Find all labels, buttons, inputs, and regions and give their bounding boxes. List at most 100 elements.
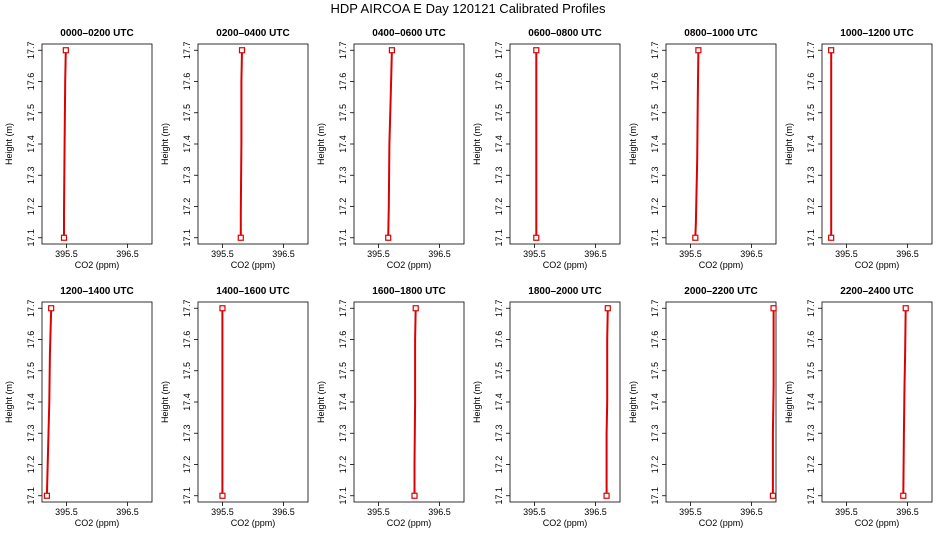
y-tick-label: 17.4	[650, 393, 660, 411]
plot-frame	[509, 301, 621, 503]
y-tick-label: 17.3	[338, 424, 348, 442]
profile-endpoint-marker	[828, 47, 835, 54]
y-tick-label: 17.1	[182, 229, 192, 247]
profile-endpoint-marker	[695, 47, 702, 54]
profile-endpoint-marker	[219, 305, 226, 312]
y-tick-label: 17.6	[338, 331, 348, 349]
y-tick-label: 17.7	[806, 41, 816, 59]
y-tick-label: 17.1	[338, 487, 348, 505]
y-tick-label: 17.4	[338, 135, 348, 153]
y-tick-label: 17.7	[650, 299, 660, 317]
y-tick-label: 17.2	[650, 456, 660, 474]
x-axis-label: CO2 (ppm)	[387, 260, 432, 270]
x-tick-label: 395.5	[679, 507, 702, 517]
profile-endpoint-marker	[769, 492, 777, 499]
x-tick-label: 395.5	[211, 249, 234, 259]
profile-endpoint-marker	[238, 47, 246, 54]
y-tick-label: 17.5	[338, 362, 348, 380]
x-tick-label: 396.5	[116, 249, 139, 259]
panel-title: 2000–2200 UTC	[684, 286, 757, 297]
y-tick-label: 17.4	[182, 135, 192, 153]
y-axis-label: Height (m)	[784, 123, 794, 165]
profile-endpoint-marker	[828, 234, 835, 241]
plot-frame	[197, 43, 309, 245]
panel-title: 2200–2400 UTC	[840, 286, 913, 297]
x-tick-label: 396.5	[896, 249, 919, 259]
y-tick-label: 17.1	[806, 229, 816, 247]
plot-frame	[41, 43, 153, 245]
panel-title: 0200–0400 UTC	[216, 28, 289, 39]
x-tick-label: 395.5	[55, 507, 78, 517]
plot-frame	[197, 301, 309, 503]
y-tick-label: 17.7	[338, 41, 348, 59]
y-tick-label: 17.1	[338, 229, 348, 247]
y-axis-label: Height (m)	[4, 381, 14, 423]
figure-title: HDP AIRCOA E Day 120121 Calibrated Profi…	[330, 1, 606, 16]
x-tick-label: 395.5	[835, 249, 858, 259]
y-tick-label: 17.4	[26, 393, 36, 411]
y-tick-label: 17.7	[182, 41, 192, 59]
profile-line	[387, 50, 393, 238]
profile-endpoint-marker	[533, 234, 540, 241]
y-axis-label: Height (m)	[472, 123, 482, 165]
panel-title: 1400–1600 UTC	[216, 286, 289, 297]
y-tick-label: 17.4	[494, 393, 504, 411]
profile-endpoint-marker	[603, 492, 610, 499]
y-tick-label: 17.4	[806, 393, 816, 411]
plot-frame	[665, 43, 777, 245]
x-tick-label: 395.5	[55, 249, 78, 259]
y-tick-label: 17.5	[494, 104, 504, 122]
panel-title: 1600–1800 UTC	[372, 286, 445, 297]
profile-endpoint-marker	[770, 305, 777, 312]
x-tick-label: 396.5	[116, 507, 139, 517]
y-tick-label: 17.7	[494, 41, 504, 59]
x-tick-label: 396.5	[896, 507, 919, 517]
y-axis-label: Height (m)	[628, 381, 638, 423]
y-tick-label: 17.2	[494, 456, 504, 474]
y-tick-label: 17.5	[182, 104, 192, 122]
y-tick-label: 17.5	[182, 362, 192, 380]
y-tick-label: 17.6	[650, 331, 660, 349]
y-tick-label: 17.3	[806, 424, 816, 442]
profile-line	[694, 50, 700, 238]
panel-title: 1000–1200 UTC	[840, 28, 913, 39]
profile-endpoint-marker	[237, 234, 244, 241]
y-tick-label: 17.4	[26, 135, 36, 153]
profile-endpoint-marker	[900, 492, 907, 499]
x-tick-label: 395.5	[679, 249, 702, 259]
x-tick-label: 395.5	[523, 249, 546, 259]
y-tick-label: 17.4	[338, 393, 348, 411]
x-axis-label: CO2 (ppm)	[699, 518, 744, 528]
y-tick-label: 17.7	[338, 299, 348, 317]
y-tick-label: 17.6	[494, 73, 504, 91]
y-axis-label: Height (m)	[316, 381, 326, 423]
plot-frame	[41, 301, 153, 503]
y-tick-label: 17.2	[26, 456, 36, 474]
y-axis-label: Height (m)	[784, 381, 794, 423]
x-tick-label: 396.5	[584, 507, 607, 517]
y-tick-label: 17.2	[494, 198, 504, 216]
y-tick-label: 17.7	[182, 299, 192, 317]
y-tick-label: 17.2	[182, 456, 192, 474]
x-tick-label: 396.5	[740, 249, 763, 259]
y-tick-label: 17.1	[494, 487, 504, 505]
y-tick-label: 17.1	[806, 487, 816, 505]
profile-line	[413, 308, 417, 496]
y-tick-label: 17.7	[26, 41, 36, 59]
y-tick-label: 17.2	[650, 198, 660, 216]
y-tick-label: 17.2	[806, 198, 816, 216]
y-tick-label: 17.5	[494, 362, 504, 380]
y-axis-label: Height (m)	[472, 381, 482, 423]
y-tick-label: 17.3	[650, 166, 660, 184]
y-tick-label: 17.6	[494, 331, 504, 349]
y-tick-label: 17.5	[26, 104, 36, 122]
y-tick-label: 17.1	[650, 487, 660, 505]
y-axis-label: Height (m)	[160, 123, 170, 165]
profile-line	[902, 308, 907, 496]
